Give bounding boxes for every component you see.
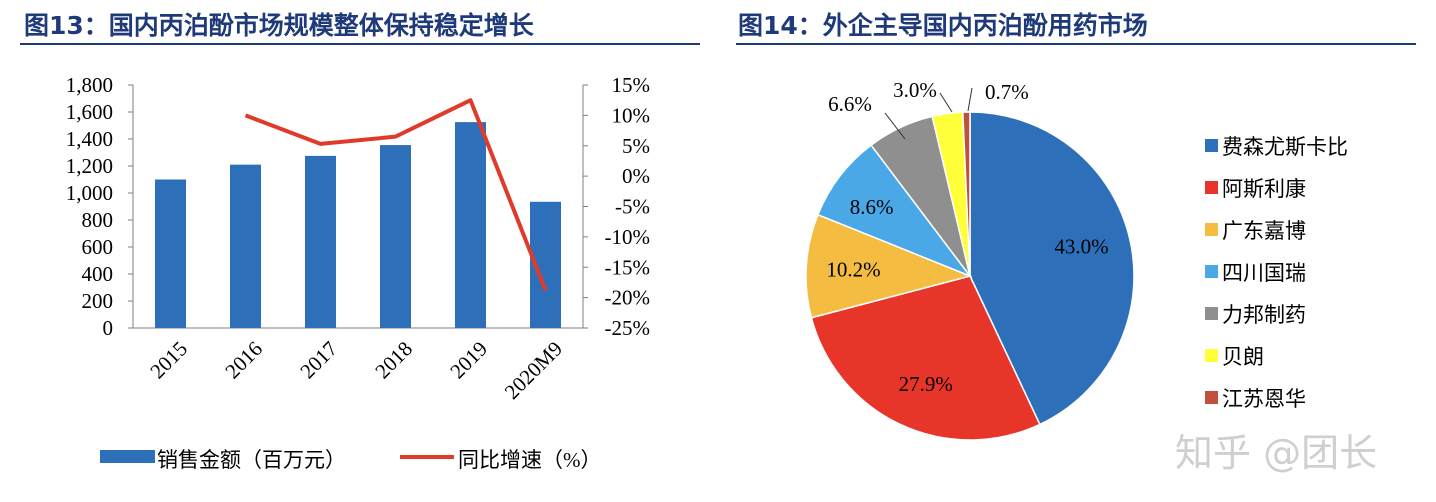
- legend-swatch-0: [1205, 139, 1218, 152]
- legend-swatch-bar: [100, 450, 155, 463]
- pie-chart: 43.0% 27.9% 10.2% 8.6% 6.6% 3.0% 0.7% 费森尤斯卡比阿斯利…: [805, 78, 1348, 441]
- pie-leader-line: [967, 87, 973, 112]
- watermark: 知乎 @团长: [1175, 431, 1378, 475]
- pie-slice-0: [969, 111, 1135, 426]
- right-tick-label: 0%: [622, 164, 650, 188]
- left-tick-label: 1,000: [66, 181, 113, 205]
- combo-chart: 0 200 400 600 800 1,000 1,200 1,400 1,600 1,800 -2…: [66, 73, 651, 472]
- pie-leader-line: [939, 92, 953, 113]
- left-figure-title: 图13：国内丙泊酚市场规模整体保持稳定增长: [24, 11, 534, 40]
- pie-slice-3: [816, 144, 973, 278]
- left-tick-label: 600: [82, 235, 114, 259]
- pie-slice-6: [962, 111, 971, 277]
- right-figure-title: 图14：外企主导国内丙泊酚用药市场: [738, 11, 1148, 40]
- left-tick-label: 1,600: [66, 100, 113, 124]
- bar-2018: [380, 145, 411, 328]
- bar-2015: [155, 179, 186, 328]
- legend-label: 江苏恩华: [1222, 387, 1306, 411]
- left-tick-label: 1,200: [66, 154, 113, 178]
- pie-value-label: 3.0%: [893, 78, 937, 102]
- right-tick-label: -15%: [605, 255, 651, 279]
- legend-swatch-6: [1205, 391, 1218, 404]
- left-tick-label: 400: [82, 262, 114, 286]
- left-tick-label: 0: [103, 316, 114, 340]
- growth-rate-line: [244, 98, 548, 292]
- legend-swatch-4: [1205, 307, 1218, 320]
- left-tick-label: 200: [82, 289, 114, 313]
- legend-label: 阿斯利康: [1222, 177, 1306, 201]
- left-title-rule: [20, 43, 700, 45]
- pie-value-label: 0.7%: [985, 80, 1029, 104]
- legend-label: 四川国瑞: [1222, 261, 1306, 285]
- pie-value-label: 6.6%: [828, 92, 872, 116]
- bar-2019: [455, 122, 486, 328]
- right-tick-label: -20%: [605, 286, 651, 310]
- legend-label-line: 同比增速（%）: [458, 448, 602, 472]
- pie-value-label: 8.6%: [850, 195, 894, 219]
- left-tick-label: 1,400: [66, 127, 113, 151]
- legend-swatch-2: [1205, 223, 1218, 236]
- right-tick-label: -25%: [605, 316, 651, 340]
- legend-swatch-1: [1205, 181, 1218, 194]
- bar-2016: [230, 164, 261, 328]
- pie-value-label: 43.0%: [1054, 234, 1108, 258]
- legend-label: 贝朗: [1222, 345, 1264, 369]
- right-tick-label: -10%: [605, 225, 651, 249]
- pie-slice-1: [810, 275, 1041, 441]
- right-tick-label: -5%: [615, 195, 650, 219]
- x-tick-label: 2018: [370, 337, 417, 384]
- legend-label: 广东嘉博: [1222, 219, 1306, 243]
- right-title-rule: [736, 43, 1416, 45]
- right-tick-label: 10%: [612, 103, 651, 127]
- legend-label: 力邦制药: [1222, 303, 1306, 327]
- x-tick-label: 2015: [145, 337, 192, 384]
- pie-value-label: 27.9%: [899, 372, 953, 396]
- x-tick-label: 2016: [220, 337, 267, 384]
- x-tick-label: 2020M9: [500, 337, 567, 404]
- legend-swatch-5: [1205, 349, 1218, 362]
- right-tick-label: 15%: [612, 73, 651, 97]
- pie-value-label: 10.2%: [826, 257, 880, 281]
- legend-label-bar: 销售金额（百万元）: [157, 448, 346, 472]
- pie-slice-2: [805, 213, 973, 319]
- right-tick-label: 5%: [622, 134, 650, 158]
- left-tick-label: 800: [82, 208, 114, 232]
- pie-leader-line: [884, 112, 906, 140]
- left-tick-label: 1,800: [66, 73, 113, 97]
- legend-swatch-3: [1205, 265, 1218, 278]
- x-tick-label: 2019: [445, 337, 492, 384]
- bar-2017: [305, 155, 336, 328]
- legend-label: 费森尤斯卡比: [1222, 135, 1348, 159]
- x-tick-label: 2017: [295, 337, 342, 384]
